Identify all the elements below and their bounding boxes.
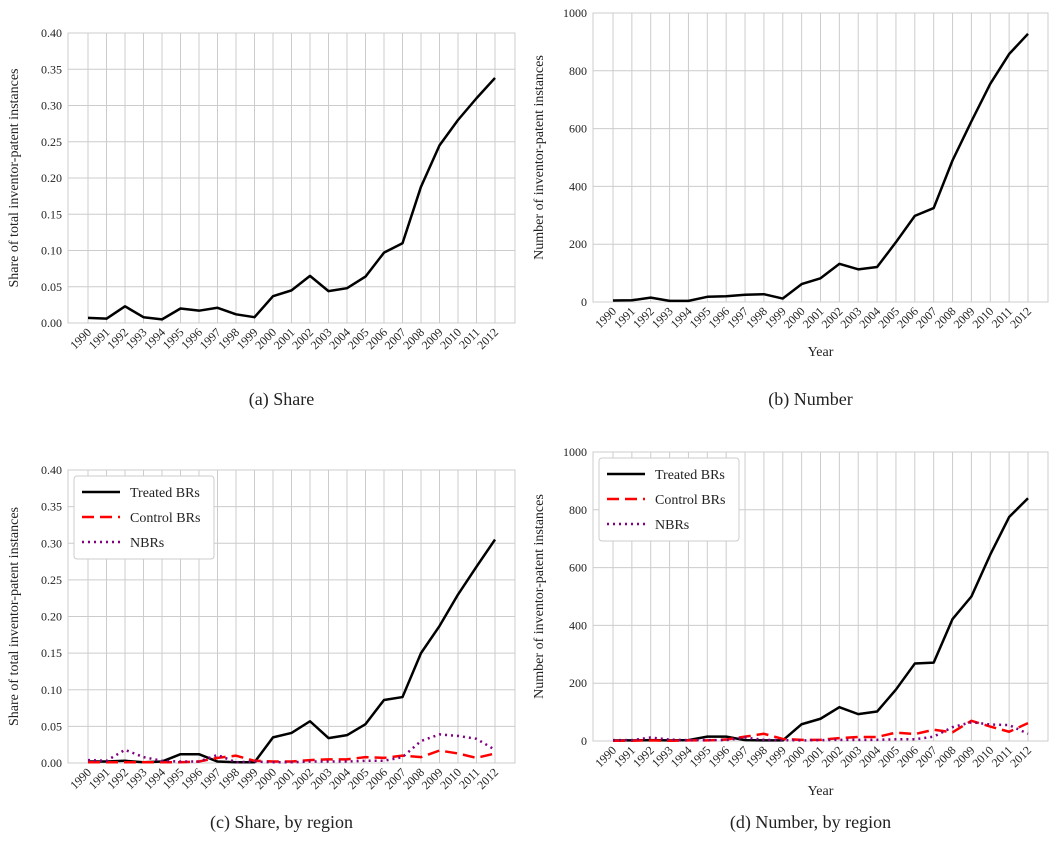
y-tick-label: 0.05	[41, 280, 62, 294]
caption: (b) Number	[768, 389, 852, 410]
y-axis-label: Share of total inventor-patent instances	[7, 69, 22, 288]
legend-label: NBRs	[130, 536, 164, 551]
data-line	[613, 497, 1029, 742]
data-line	[613, 720, 1029, 742]
y-tick-label: 0.05	[41, 719, 62, 733]
data-line	[613, 719, 1029, 742]
x-tick-label: 2012	[474, 325, 501, 352]
y-tick-label: 0.10	[41, 683, 62, 697]
y-tick-label: 600	[569, 561, 587, 575]
y-tick-label: 1000	[563, 445, 587, 459]
y-tick-label: 0.25	[41, 573, 62, 587]
legend-label: NBRs	[655, 518, 689, 533]
data-line	[612, 32, 1029, 303]
y-tick-label: 400	[569, 179, 587, 193]
y-axis-label: Number of inventor-patent instances	[532, 55, 547, 260]
x-tick-label: 2012	[474, 765, 501, 792]
y-tick-label: 0.20	[41, 610, 62, 624]
x-tick-label: 2012	[1007, 304, 1034, 331]
y-tick-label: 0.25	[41, 135, 62, 149]
y-tick-label: 0.00	[41, 316, 62, 330]
chart-panel: 0200400600800100019901991199219931994199…	[532, 445, 1049, 833]
legend-label: Control BRs	[130, 511, 200, 526]
y-tick-label: 200	[569, 676, 587, 690]
y-tick-label: 400	[569, 618, 587, 632]
legend-box	[73, 475, 215, 560]
chart-panel: 0200400600800100019901991199219931994199…	[532, 6, 1049, 410]
caption: (c) Share, by region	[210, 812, 353, 833]
y-tick-label: 0.15	[41, 646, 62, 660]
data-line	[88, 538, 497, 764]
legend-label: Control BRs	[655, 493, 725, 508]
y-tick-label: 200	[569, 237, 587, 251]
y-tick-label: 0.20	[41, 171, 62, 185]
y-tick-label: 0.30	[41, 536, 62, 550]
y-tick-label: 0	[581, 295, 587, 309]
y-tick-label: 0.10	[41, 244, 62, 258]
chart-panel: 0.000.050.100.150.200.250.300.350.401990…	[7, 26, 516, 410]
legend-box	[598, 457, 740, 542]
y-tick-label: 0	[581, 734, 587, 748]
caption: (d) Number, by region	[730, 812, 891, 833]
data-line	[87, 733, 496, 764]
y-tick-label: 800	[569, 64, 587, 78]
caption: (a) Share	[249, 389, 314, 410]
y-tick-label: 0.15	[41, 207, 62, 221]
y-tick-label: 0.00	[41, 756, 62, 770]
y-tick-label: 0.40	[41, 26, 62, 40]
y-tick-label: 0.40	[41, 463, 62, 477]
y-axis-label: Share of total inventor-patent instances	[7, 507, 22, 726]
x-axis-label: Year	[808, 345, 834, 360]
y-tick-label: 1000	[563, 6, 587, 20]
x-axis-label: Year	[808, 784, 834, 799]
y-axis-label: Number of inventor-patent instances	[532, 494, 547, 699]
data-line	[87, 77, 496, 321]
chart-panel: 0.000.050.100.150.200.250.300.350.401990…	[7, 463, 516, 833]
y-tick-label: 0.30	[41, 99, 62, 113]
legend-label: Treated BRs	[130, 486, 200, 501]
y-tick-label: 0.35	[41, 62, 62, 76]
y-tick-label: 800	[569, 503, 587, 517]
legend-label: Treated BRs	[655, 468, 725, 483]
x-tick-label: 2012	[1007, 743, 1034, 770]
y-tick-label: 600	[569, 122, 587, 136]
y-tick-label: 0.35	[41, 500, 62, 514]
